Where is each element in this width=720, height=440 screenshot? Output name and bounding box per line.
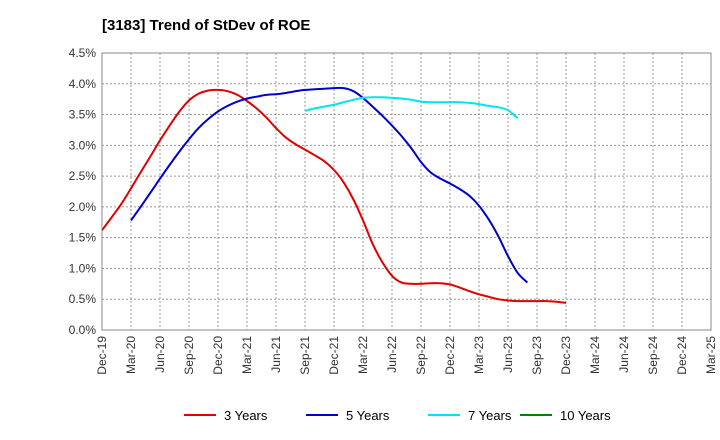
y-tick-label: 3.5%	[69, 108, 97, 122]
y-axis-ticks: 0.0% 0.5% 1.0% 1.5% 2.0% 2.5% 3.0% 3.5% 4.0% 4.5%	[69, 46, 97, 337]
legend-label-10-years: 10 Years	[560, 408, 611, 423]
x-tick-label: Dec-23	[559, 336, 573, 375]
x-tick-label: Dec-20	[211, 336, 225, 375]
series-line-7-years	[304, 96, 519, 119]
series-line-3-years	[101, 88, 567, 304]
x-tick-label: Dec-24	[675, 336, 689, 375]
x-tick-label: Mar-23	[472, 336, 486, 374]
x-tick-label: Sep-21	[298, 336, 312, 375]
series-lines	[101, 86, 567, 304]
x-tick-label: Mar-21	[240, 336, 254, 374]
y-tick-label: 1.0%	[69, 261, 97, 275]
x-tick-label: Jun-24	[617, 336, 631, 373]
x-axis-ticks: Dec-19 Mar-20 Jun-20 Sep-20 Dec-20 Mar-21 Jun-…	[95, 336, 718, 375]
y-tick-label: 1.5%	[69, 231, 97, 245]
x-tick-label: Dec-19	[95, 336, 109, 375]
plot-area-border	[101, 52, 712, 331]
x-tick-label: Jun-21	[269, 336, 283, 373]
legend: 3 Years 5 Years 7 Years 10 Years	[184, 408, 611, 423]
y-tick-label: 0.5%	[69, 292, 97, 306]
x-tick-label: Mar-20	[124, 336, 138, 374]
x-tick-label: Jun-20	[153, 336, 167, 373]
y-tick-label: 4.5%	[69, 46, 97, 60]
series-line-5-years	[130, 86, 529, 284]
x-tick-label: Sep-22	[414, 336, 428, 375]
x-tick-label: Sep-23	[530, 336, 544, 375]
x-tick-label: Dec-21	[327, 336, 341, 375]
y-tick-label: 4.0%	[69, 77, 97, 91]
x-tick-label: Mar-24	[588, 336, 602, 374]
x-tick-label: Sep-24	[646, 336, 660, 375]
x-tick-label: Mar-25	[704, 336, 718, 374]
x-tick-label: Jun-23	[501, 336, 515, 373]
legend-label-3-years: 3 Years	[224, 408, 268, 423]
x-tick-label: Mar-22	[356, 336, 370, 374]
grid	[101, 52, 712, 331]
y-tick-label: 2.0%	[69, 200, 97, 214]
x-tick-label: Dec-22	[443, 336, 457, 375]
x-tick-label: Sep-20	[182, 336, 196, 375]
legend-label-5-years: 5 Years	[346, 408, 390, 423]
legend-label-7-years: 7 Years	[468, 408, 512, 423]
y-tick-label: 3.0%	[69, 138, 97, 152]
x-tick-label: Jun-22	[385, 336, 399, 373]
y-tick-label: 0.0%	[69, 323, 97, 337]
chart-title: [3183] Trend of StDev of ROE	[102, 17, 310, 34]
y-tick-label: 2.5%	[69, 169, 97, 183]
